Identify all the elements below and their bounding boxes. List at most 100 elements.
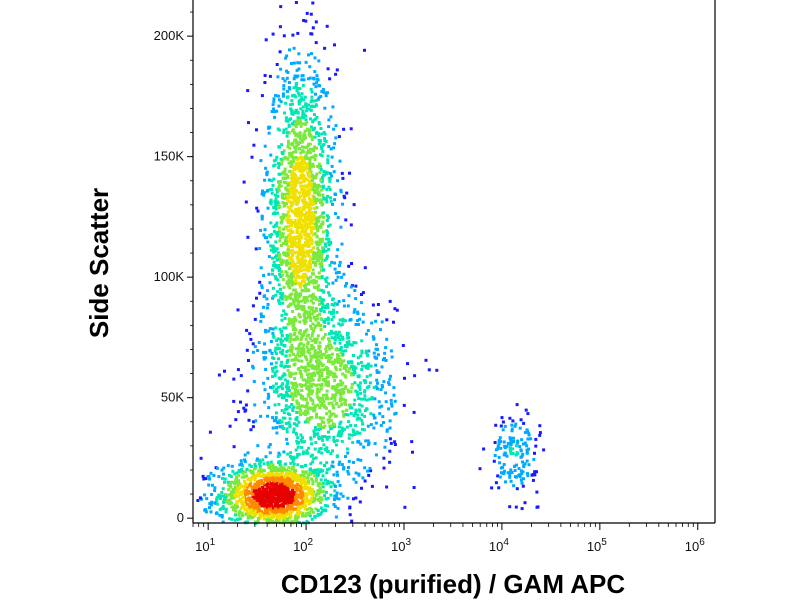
density-point <box>292 150 296 154</box>
density-point <box>383 356 386 360</box>
density-point <box>264 455 268 459</box>
density-point <box>298 484 302 488</box>
density-point <box>514 475 518 479</box>
density-point <box>335 390 339 394</box>
density-point <box>308 175 312 179</box>
density-point <box>325 446 329 450</box>
density-point <box>509 449 512 453</box>
density-point <box>358 384 362 388</box>
density-point <box>515 403 519 407</box>
density-point <box>308 372 312 376</box>
density-point <box>308 198 312 202</box>
density-point <box>361 364 364 368</box>
density-point <box>299 375 303 379</box>
density-point <box>294 165 298 169</box>
density-point <box>295 410 299 414</box>
density-point <box>308 280 312 284</box>
density-point <box>337 405 341 409</box>
density-point <box>336 333 339 336</box>
density-point <box>304 103 308 107</box>
density-point <box>305 178 309 182</box>
density-point <box>312 285 316 289</box>
density-point <box>309 407 312 410</box>
density-point <box>304 167 308 171</box>
density-point <box>309 100 313 104</box>
density-point <box>288 319 291 323</box>
density-point <box>329 196 332 200</box>
density-point <box>230 464 234 468</box>
density-point <box>303 165 307 169</box>
density-point <box>326 158 330 162</box>
density-point <box>274 471 278 475</box>
density-point <box>299 433 303 437</box>
density-point <box>296 510 300 514</box>
density-point <box>234 503 237 507</box>
density-point <box>376 313 380 317</box>
density-point <box>255 495 258 498</box>
density-point <box>228 517 232 521</box>
density-point <box>388 377 392 381</box>
density-point <box>323 333 327 336</box>
density-point <box>315 253 319 257</box>
density-point <box>280 508 283 511</box>
density-point <box>320 301 324 305</box>
density-point <box>274 365 278 369</box>
density-point <box>273 373 277 377</box>
density-point <box>375 343 378 347</box>
density-point <box>323 137 327 140</box>
density-point <box>277 206 281 210</box>
density-point <box>292 338 296 342</box>
density-point <box>297 218 301 222</box>
density-point <box>306 218 310 222</box>
density-point <box>255 502 259 506</box>
density-point <box>316 97 320 101</box>
density-point <box>348 513 352 517</box>
density-point <box>519 448 523 452</box>
density-point <box>271 332 275 336</box>
density-point <box>345 282 348 285</box>
density-point <box>305 232 308 236</box>
density-point <box>297 270 300 274</box>
density-point <box>273 513 277 517</box>
density-point <box>317 59 321 63</box>
density-point <box>258 512 262 515</box>
density-point <box>260 192 264 196</box>
density-point <box>280 159 284 163</box>
density-point <box>306 451 310 455</box>
density-point <box>213 501 217 505</box>
density-point <box>322 335 326 339</box>
density-point <box>310 339 314 343</box>
density-point <box>299 304 303 308</box>
density-point <box>205 497 209 501</box>
density-point <box>354 323 358 326</box>
density-point <box>283 493 287 497</box>
density-point <box>318 488 322 492</box>
density-point <box>331 297 335 301</box>
density-point <box>282 204 286 208</box>
density-point <box>238 510 242 514</box>
density-point <box>229 475 233 479</box>
density-point <box>274 418 278 422</box>
density-point <box>224 510 228 514</box>
density-point <box>326 161 330 165</box>
density-point <box>241 470 244 474</box>
density-point <box>268 498 272 502</box>
density-point <box>298 119 302 123</box>
density-point <box>307 188 311 192</box>
density-point <box>275 496 279 500</box>
density-point <box>207 475 211 478</box>
density-point <box>284 364 288 368</box>
density-point <box>203 508 207 512</box>
density-point <box>255 128 258 132</box>
density-point <box>311 175 315 179</box>
density-point <box>304 397 308 401</box>
y-tick-label: 0 <box>177 510 184 525</box>
density-point <box>314 275 318 279</box>
density-point <box>286 322 290 326</box>
density-point <box>520 472 524 476</box>
density-point <box>295 477 299 481</box>
density-point <box>291 476 294 480</box>
density-point <box>299 473 303 477</box>
density-point <box>375 369 379 373</box>
density-point <box>506 441 510 445</box>
